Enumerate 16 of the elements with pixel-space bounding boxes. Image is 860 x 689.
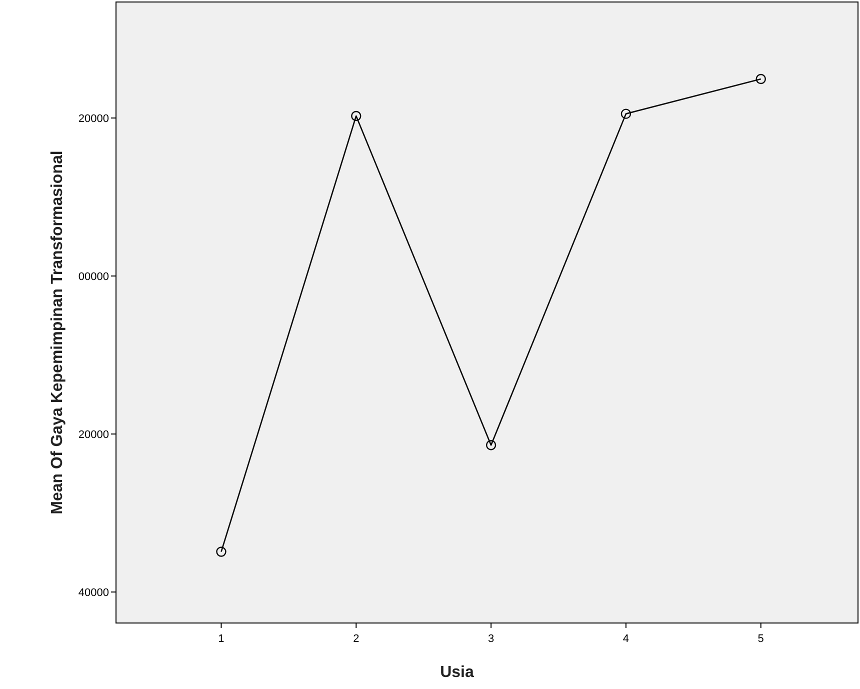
text: 20000 — [78, 112, 109, 125]
x-tick-label: 5 — [758, 633, 764, 645]
x-tick-label: 1 — [218, 633, 224, 645]
point — [620, 108, 632, 119]
y-axis-title: Mean Of Gaya Kepemimpinan Transformasional — [49, 150, 66, 514]
point — [486, 440, 496, 450]
x-tick-label: 4 — [622, 633, 630, 645]
text: 20000 — [78, 428, 109, 441]
x-axis-title: Usia — [440, 664, 474, 681]
point — [351, 110, 362, 122]
x-tick-label: 2 — [353, 633, 360, 645]
point — [216, 546, 226, 557]
text: 40000 — [78, 586, 109, 599]
text: 00000 — [78, 270, 109, 283]
point — [756, 74, 766, 84]
x-tick-label: 3 — [488, 633, 494, 645]
